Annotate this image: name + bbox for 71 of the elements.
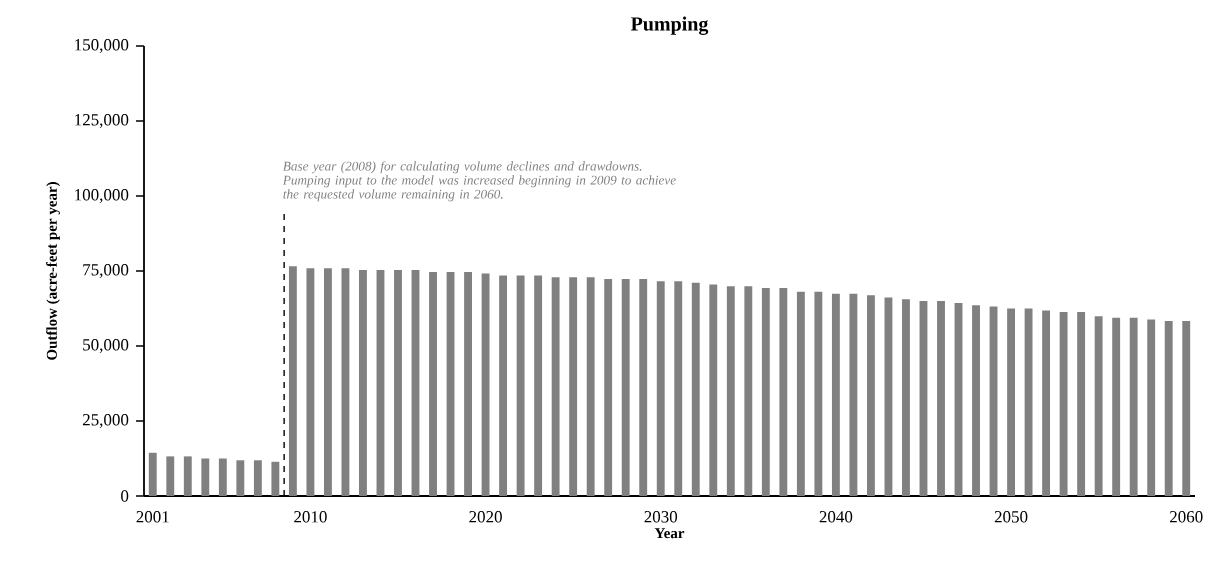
bar <box>464 271 472 496</box>
bar <box>1024 308 1033 496</box>
bar <box>586 277 595 496</box>
y-tick-label: 50,000 <box>83 339 129 353</box>
bar <box>1164 321 1173 496</box>
bar <box>674 281 683 496</box>
x-tick-label: 2060 <box>1169 511 1203 523</box>
bar <box>253 460 262 496</box>
x-tick-label: 2020 <box>469 511 502 523</box>
x-tick-label: 2010 <box>294 511 327 523</box>
y-axis-title: Outflow (acre-feet per year) <box>46 182 60 360</box>
bar <box>499 275 508 496</box>
bar <box>1129 317 1138 496</box>
bar <box>271 461 280 496</box>
bar <box>1094 316 1103 496</box>
bar <box>744 286 753 496</box>
x-tick-label: 2001 <box>136 511 169 523</box>
bar <box>1007 308 1015 496</box>
bar <box>429 271 437 496</box>
bar <box>866 295 875 496</box>
bar <box>1042 310 1051 496</box>
bar <box>183 456 192 496</box>
bar <box>148 452 157 496</box>
bar <box>306 268 315 496</box>
y-tick-label: 100,000 <box>75 189 129 203</box>
bar <box>551 277 560 496</box>
bar <box>569 277 578 496</box>
bar <box>1059 312 1068 496</box>
bar <box>1077 312 1086 496</box>
bar <box>796 291 805 496</box>
bar <box>394 270 402 496</box>
bar <box>201 458 210 496</box>
bar <box>709 284 718 496</box>
chart-title: Pumping <box>630 16 709 35</box>
bar <box>639 279 648 496</box>
x-tick-label: 2050 <box>994 511 1028 523</box>
bar <box>288 266 297 496</box>
bar <box>656 281 665 496</box>
bar <box>218 458 227 496</box>
y-tick-label: 0 <box>121 490 129 502</box>
bar <box>166 456 175 496</box>
bar <box>814 291 823 496</box>
bar <box>534 275 543 496</box>
bar <box>621 279 630 496</box>
bar <box>481 273 490 496</box>
bar <box>849 293 858 496</box>
bar <box>236 460 245 496</box>
ref-line-label: Base year (2008) for calculating volume declines and drawdowns. Pumping input to the model was increased beginning in 2009 to achieve the requested volume remaining in 2060. <box>282 161 676 202</box>
bar <box>516 275 525 496</box>
bar <box>761 288 770 496</box>
bar <box>726 286 735 496</box>
bar <box>972 305 980 496</box>
x-tick-label: 2040 <box>819 511 853 523</box>
y-tick-label: 150,000 <box>75 39 129 53</box>
bar <box>691 282 700 496</box>
bar <box>359 270 367 496</box>
x-axis-title: Year <box>654 528 685 539</box>
bar <box>1147 319 1156 496</box>
bar <box>902 299 910 496</box>
y-tick-label: 75,000 <box>83 264 129 278</box>
bar <box>937 300 945 496</box>
bar <box>604 279 613 496</box>
bar <box>341 268 350 496</box>
bar <box>831 293 840 496</box>
bar <box>779 288 788 496</box>
bar <box>323 268 332 496</box>
x-tick-label: 2030 <box>644 511 678 523</box>
bar <box>1112 317 1121 496</box>
y-tick-label: 125,000 <box>75 114 129 128</box>
y-tick-label: 25,000 <box>82 414 129 428</box>
bar <box>1182 321 1191 496</box>
